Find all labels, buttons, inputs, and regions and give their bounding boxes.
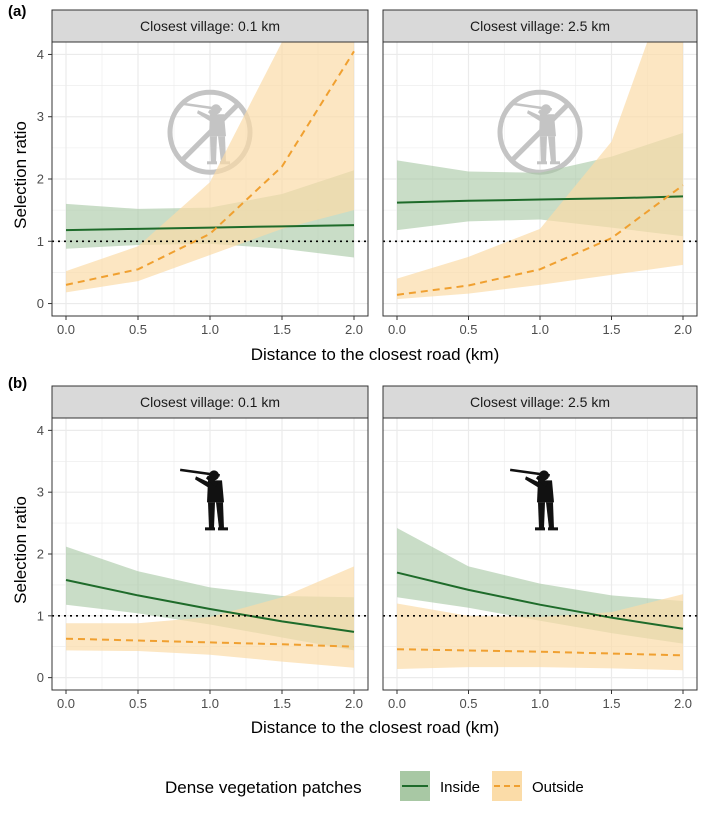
plot-area-a-2: 0.0 0.5 1.0 1.5 2.0: [382, 41, 698, 337]
prohibition-circle: [497, 89, 583, 175]
x-tick-label: 1.0: [201, 696, 219, 711]
ribbon-outside: [66, 42, 354, 293]
strip-b-1: [51, 385, 369, 419]
x-tick-label: 1.0: [531, 696, 549, 711]
y-tick-label: 4: [37, 423, 44, 438]
ribbon-outside: [397, 42, 683, 300]
x-axis-title-a: Distance to the closest road (km): [251, 345, 499, 364]
y-tick-label: 2: [37, 172, 44, 187]
plot-area-a-1: 0.0 0.5 1.0 1.5 2.0 0 1 2 3 4: [37, 41, 369, 337]
line-inside: [65, 578, 355, 633]
legend-title: Dense vegetation patches: [165, 778, 362, 797]
x-tick-label: 0.0: [57, 322, 75, 337]
y-tick-label: 0: [37, 670, 44, 685]
x-tick-label: 2.0: [674, 696, 692, 711]
x-tick-label: 0.5: [459, 322, 477, 337]
hunter-icon: [509, 468, 558, 531]
panel-a: (a) Selection ratio Distance to the clos…: [8, 3, 698, 364]
facet-b-2: Closest village: 2.5 km 0.0 0.5 1.0 1.5 2.0: [382, 385, 698, 711]
legend-label-outside: Outside: [532, 779, 584, 796]
x-tick-label: 1.0: [201, 322, 219, 337]
y-tick-label: 0: [37, 296, 44, 311]
facet-b-1: Closest village: 0.1 km 0.0 0.5 1.0 1.5 2.00…: [37, 385, 369, 711]
line-inside: [396, 571, 684, 630]
strip-title-a-1: Closest village: 0.1 km: [140, 18, 280, 34]
line-outside: [396, 184, 684, 296]
x-tick-label: 0.0: [388, 322, 406, 337]
panel-tag-a: (a): [8, 3, 26, 20]
y-tick-label: 3: [37, 109, 44, 124]
x-tick-label: 1.5: [602, 322, 620, 337]
plot-area-b-2: 0.0 0.5 1.0 1.5 2.0: [382, 417, 698, 711]
strip-title-b-1: Closest village: 0.1 km: [140, 394, 280, 410]
y-axis-title-a: Selection ratio: [11, 121, 30, 229]
x-tick-label: 0.5: [459, 696, 477, 711]
series-layer: [65, 546, 355, 668]
x-tick-label: 0.5: [129, 322, 147, 337]
x-tick-label: 1.5: [273, 322, 291, 337]
plot-area-b-1: 0.0 0.5 1.0 1.5 2.0 0 1 2 3 4: [37, 417, 369, 711]
strip-title-a-2: Closest village: 2.5 km: [470, 18, 610, 34]
line-outside: [65, 50, 355, 286]
y-axis-title-b: Selection ratio: [11, 496, 30, 604]
x-tick-label: 0.5: [129, 696, 147, 711]
y-tick-label: 1: [37, 234, 44, 249]
x-tick-label: 0.0: [388, 696, 406, 711]
facet-a-1: Closest village: 0.1 km 0.0 0.5 1.0 1.5 2.00…: [37, 9, 369, 337]
y-tick-label: 4: [37, 47, 44, 62]
x-tick-label: 1.5: [602, 696, 620, 711]
x-tick-label: 1.0: [531, 322, 549, 337]
y-tick-label: 1: [37, 608, 44, 623]
prohibition-slash: [180, 102, 240, 163]
x-axis-title-b: Distance to the closest road (km): [251, 718, 499, 737]
legend-label-inside: Inside: [440, 779, 480, 796]
line-inside: [396, 195, 684, 204]
strip-a-2: [382, 9, 698, 43]
panel-b: (b) Selection ratio Distance to the clos…: [8, 375, 698, 737]
facet-a-2: Closest village: 2.5 km 0.0 0.5 1.0 1.5 2.0: [382, 9, 698, 337]
strip-a-1: [51, 9, 369, 43]
ribbon-outside: [397, 594, 683, 671]
line-inside: [65, 224, 355, 232]
hunter-icon: [179, 468, 228, 531]
legend-key-inside: [400, 771, 430, 801]
y-tick-label: 2: [37, 547, 44, 562]
x-tick-label: 2.0: [345, 322, 363, 337]
series-layer: [65, 42, 355, 293]
legend-key-outside: [492, 771, 522, 801]
strip-b-2: [382, 385, 698, 419]
panel-tag-b: (b): [8, 375, 27, 392]
x-tick-label: 2.0: [345, 696, 363, 711]
series-layer: [396, 42, 684, 300]
legend: Dense vegetation patches Inside Outside: [165, 771, 584, 801]
strip-title-b-2: Closest village: 2.5 km: [470, 394, 610, 410]
line-outside: [65, 637, 355, 648]
y-tick-label: 3: [37, 485, 44, 500]
series-layer: [396, 528, 684, 671]
x-tick-label: 2.0: [674, 322, 692, 337]
x-tick-label: 1.5: [273, 696, 291, 711]
no-hunting-icon: [497, 89, 583, 175]
x-tick-label: 0.0: [57, 696, 75, 711]
ribbon-outside: [66, 566, 354, 668]
prohibition-slash: [510, 102, 570, 163]
